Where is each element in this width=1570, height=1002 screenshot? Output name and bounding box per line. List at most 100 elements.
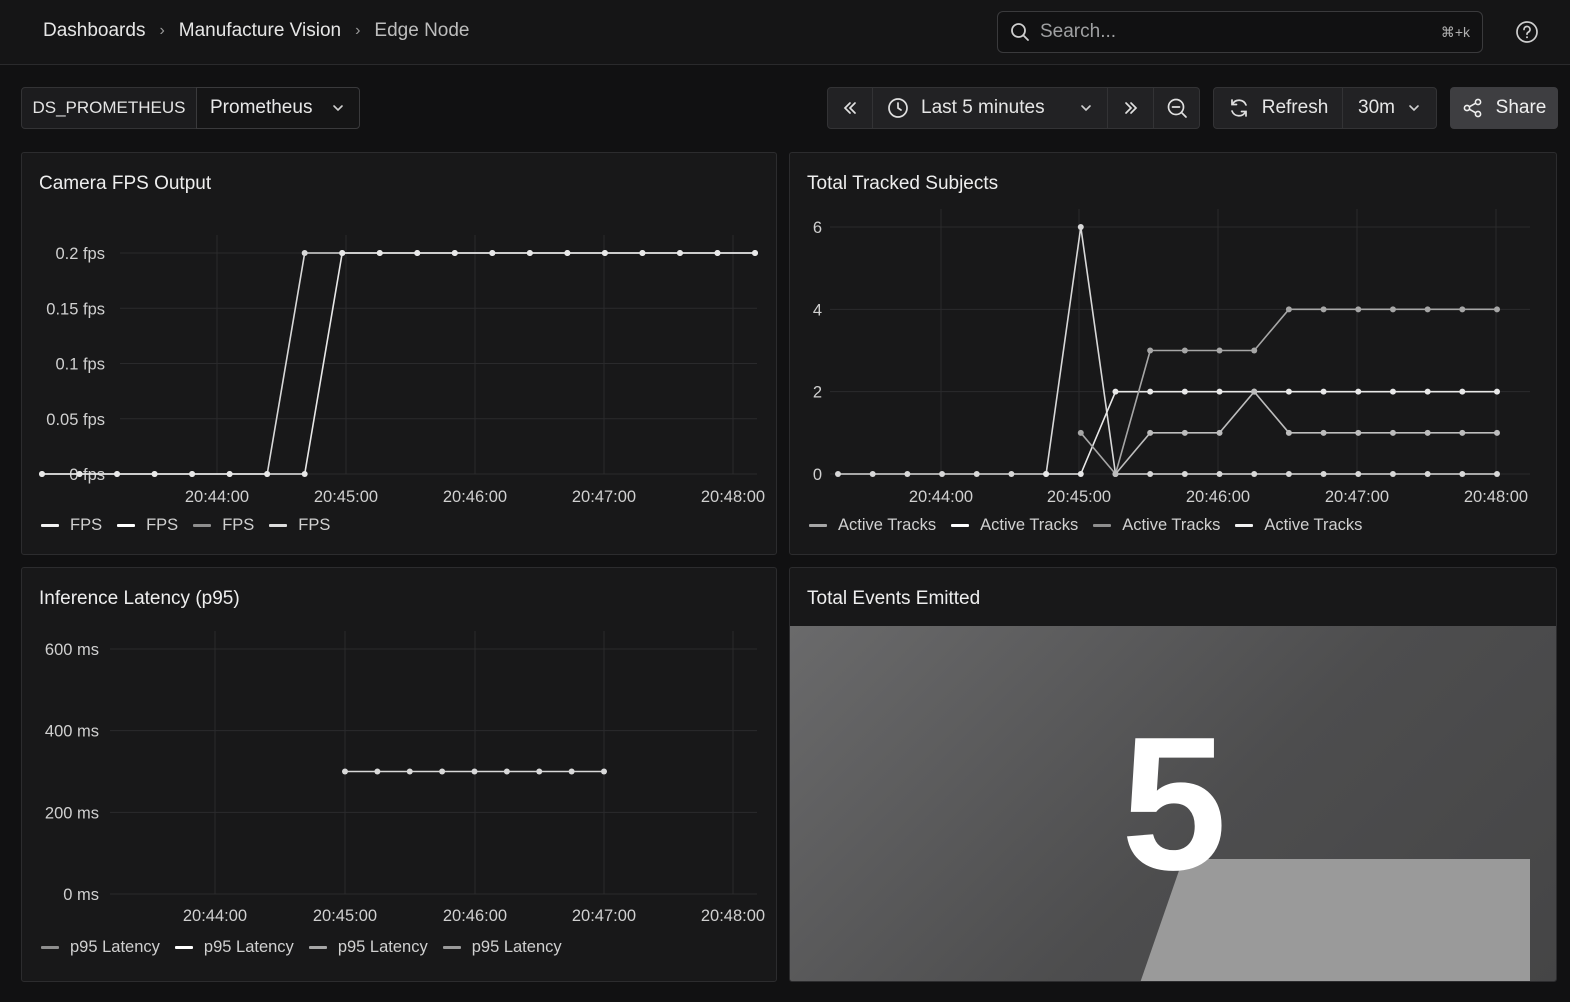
data-point xyxy=(1285,306,1292,313)
legend-label: p95 Latency xyxy=(337,938,428,956)
legend-label: FPS xyxy=(70,516,103,534)
data-point xyxy=(1424,306,1431,313)
share-icon xyxy=(1463,98,1482,118)
data-point xyxy=(601,250,608,256)
chevron-right-icon: › xyxy=(355,22,361,39)
legend-swatch xyxy=(951,524,970,527)
data-point xyxy=(1285,471,1292,477)
data-point xyxy=(1077,429,1084,436)
data-point xyxy=(439,768,446,775)
y-tick-label: 200 ms xyxy=(45,804,99,822)
data-point xyxy=(1320,388,1327,395)
stat-background: 5 xyxy=(790,626,1556,981)
chevron-right-icon: › xyxy=(159,22,165,39)
panel-total-events-emitted: Total Events Emitted 5 xyxy=(789,567,1557,982)
share-button[interactable]: Share xyxy=(1450,87,1558,129)
time-range-picker[interactable]: Last 5 minutes xyxy=(873,87,1108,129)
x-tick-label: 20:44:00 xyxy=(909,488,973,506)
data-point xyxy=(1077,224,1084,230)
data-point xyxy=(39,471,45,477)
chevron-down-icon xyxy=(333,105,343,112)
data-point xyxy=(1181,347,1188,354)
chart-legend: FPS FPS FPS FPS xyxy=(41,516,345,535)
legend-item[interactable]: Active Tracks xyxy=(1235,516,1362,535)
data-point xyxy=(226,471,233,477)
data-point xyxy=(1494,471,1500,477)
legend-item[interactable]: FPS xyxy=(117,516,178,535)
legend-swatch xyxy=(308,946,327,949)
y-tick-label: 0 xyxy=(813,466,822,484)
legend-label: FPS xyxy=(146,516,179,534)
data-point xyxy=(526,250,533,256)
data-point xyxy=(264,471,271,477)
refresh-group: Refresh 30m xyxy=(1213,87,1437,129)
x-tick-label: 20:46:00 xyxy=(443,488,507,506)
data-point xyxy=(1320,429,1327,436)
chart-legend: Active Tracks Active Tracks Active Track… xyxy=(809,516,1377,535)
legend-item[interactable]: Active Tracks xyxy=(1093,516,1220,535)
legend-label: Active Tracks xyxy=(838,516,937,534)
legend-item[interactable]: p95 Latency xyxy=(174,938,294,957)
panel-title: Total Tracked Subjects xyxy=(807,173,999,194)
legend-label: p95 Latency xyxy=(70,938,160,956)
data-point xyxy=(1494,306,1500,313)
legend-label: Active Tracks xyxy=(980,516,1079,534)
legend-item[interactable]: p95 Latency xyxy=(41,938,160,957)
x-tick-label: 20:47:00 xyxy=(572,488,636,506)
legend-item[interactable]: FPS xyxy=(193,516,254,535)
panel-title: Camera FPS Output xyxy=(39,173,212,194)
time-shift-back-button[interactable] xyxy=(827,87,873,129)
data-point xyxy=(1181,388,1188,395)
time-picker-group: Last 5 minutes xyxy=(827,87,1200,129)
x-tick-label: 20:45:00 xyxy=(313,907,377,925)
y-tick-label: 0.15 fps xyxy=(46,300,105,318)
data-point xyxy=(1355,471,1362,477)
data-point xyxy=(1077,471,1084,477)
data-point xyxy=(1494,388,1500,395)
data-point xyxy=(1112,471,1119,477)
legend-item[interactable]: p95 Latency xyxy=(442,938,562,957)
data-point xyxy=(601,768,607,775)
y-tick-label: 0 fps xyxy=(69,466,105,484)
refresh-interval-select[interactable]: 30m xyxy=(1343,87,1437,129)
zoom-out-button[interactable] xyxy=(1154,87,1200,129)
series-line xyxy=(42,252,755,475)
chevrons-left-icon xyxy=(843,102,856,114)
y-tick-label: 2 xyxy=(813,384,822,402)
legend-swatch xyxy=(174,946,193,949)
chevron-down-icon xyxy=(1081,105,1091,112)
data-point xyxy=(451,250,458,256)
data-point xyxy=(1320,471,1327,477)
y-tick-label: 0.2 fps xyxy=(55,245,105,263)
time-shift-forward-button[interactable] xyxy=(1108,87,1154,129)
legend-item[interactable]: Active Tracks xyxy=(951,516,1078,535)
search-input[interactable] xyxy=(1040,21,1441,43)
breadcrumb-dashboards[interactable]: Dashboards xyxy=(43,20,146,41)
legend-item[interactable]: Active Tracks xyxy=(809,516,936,535)
data-point xyxy=(151,471,158,477)
legend-item[interactable]: FPS xyxy=(269,516,330,535)
x-tick-label: 20:46:00 xyxy=(1186,488,1250,506)
data-point xyxy=(1147,471,1154,477)
panel-total-tracked-subjects: Total Tracked Subjects 0 2 4 6 20:44:00 20:45… xyxy=(789,152,1557,555)
data-point xyxy=(374,768,381,775)
data-point xyxy=(301,250,308,256)
search-box[interactable]: ⌘+k xyxy=(997,11,1483,53)
data-point xyxy=(1459,471,1466,477)
legend-label: Active Tracks xyxy=(1264,516,1363,534)
data-point xyxy=(1147,347,1154,354)
x-tick-label: 20:48:00 xyxy=(1464,488,1528,506)
refresh-button[interactable]: Refresh xyxy=(1213,87,1343,129)
data-point xyxy=(536,768,543,775)
latency-line-chart: 0 ms 200 ms 400 ms 600 ms 20:44:00 20:45:00 20… xyxy=(45,631,765,925)
help-icon[interactable] xyxy=(1514,19,1540,45)
data-point xyxy=(564,250,571,256)
legend-item[interactable]: p95 Latency xyxy=(308,938,428,957)
data-point xyxy=(1251,471,1258,477)
data-point xyxy=(869,471,876,477)
x-tick-label: 20:44:00 xyxy=(185,488,249,506)
search-shortcut-hint: ⌘+k xyxy=(1440,23,1470,40)
datasource-select[interactable]: Prometheus xyxy=(196,87,360,129)
breadcrumb-folder[interactable]: Manufacture Vision xyxy=(178,20,342,41)
legend-item[interactable]: FPS xyxy=(41,516,102,535)
